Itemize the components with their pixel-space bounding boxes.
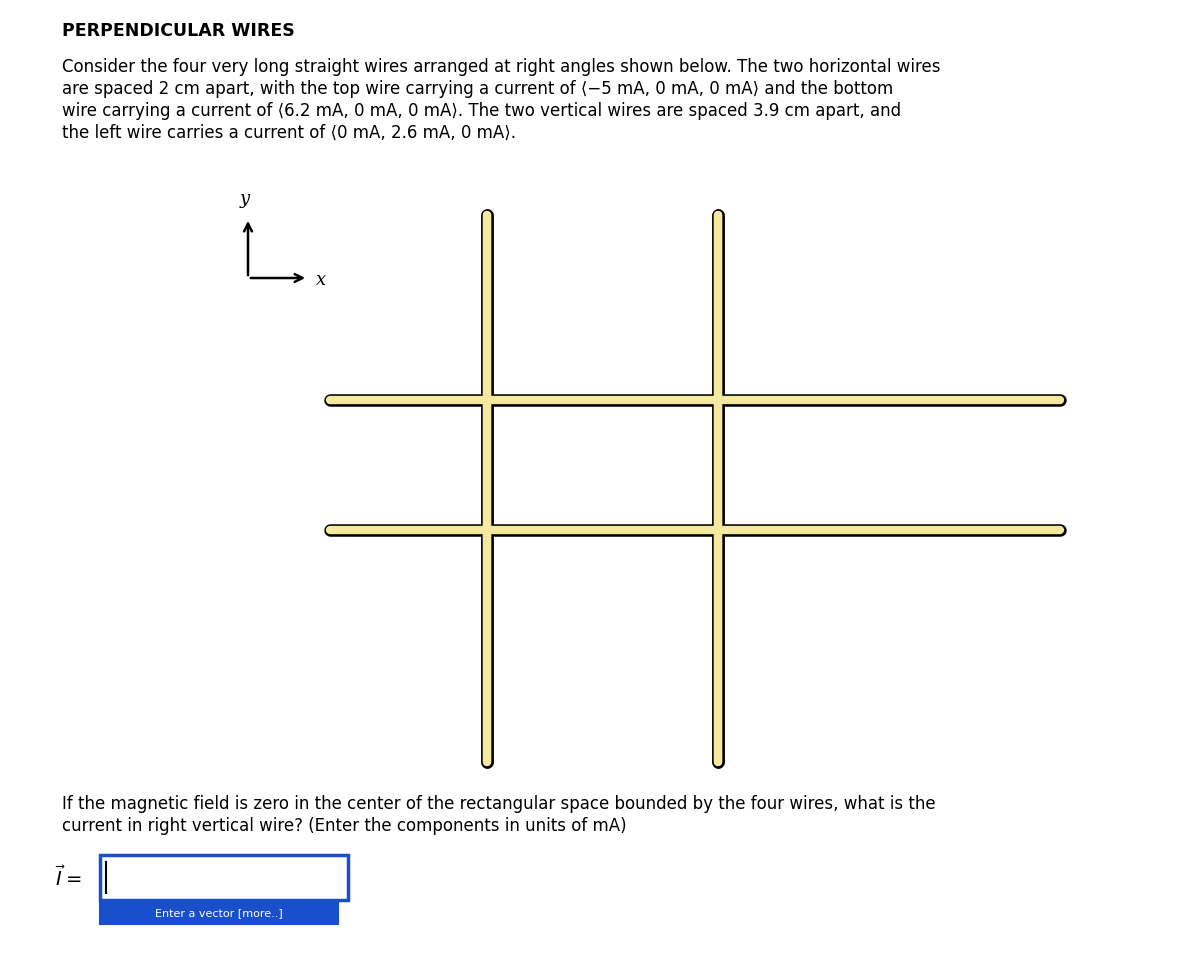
Text: If the magnetic field is zero in the center of the rectangular space bounded by : If the magnetic field is zero in the cen… bbox=[62, 795, 936, 813]
Text: are spaced 2 cm apart, with the top wire carrying a current of ⟨−5 mA, 0 mA, 0 m: are spaced 2 cm apart, with the top wire… bbox=[62, 80, 894, 98]
Text: Consider the four very long straight wires arranged at right angles shown below.: Consider the four very long straight wir… bbox=[62, 58, 941, 76]
Text: PERPENDICULAR WIRES: PERPENDICULAR WIRES bbox=[62, 22, 295, 40]
Bar bbox=[100, 855, 348, 900]
Bar bbox=[100, 902, 338, 924]
Text: the left wire carries a current of ⟨0 mA, 2.6 mA, 0 mA⟩.: the left wire carries a current of ⟨0 mA… bbox=[62, 124, 516, 142]
Text: wire carrying a current of ⟨6.2 mA, 0 mA, 0 mA⟩. The two vertical wires are spac: wire carrying a current of ⟨6.2 mA, 0 mA… bbox=[62, 102, 901, 120]
Text: y: y bbox=[241, 190, 250, 208]
Text: Enter a vector [more..]: Enter a vector [more..] bbox=[156, 908, 283, 918]
Text: x: x bbox=[316, 271, 327, 289]
Text: $\vec{I}=$: $\vec{I}=$ bbox=[55, 866, 81, 890]
Text: current in right vertical wire? (Enter the components in units of mA): current in right vertical wire? (Enter t… bbox=[62, 817, 626, 835]
